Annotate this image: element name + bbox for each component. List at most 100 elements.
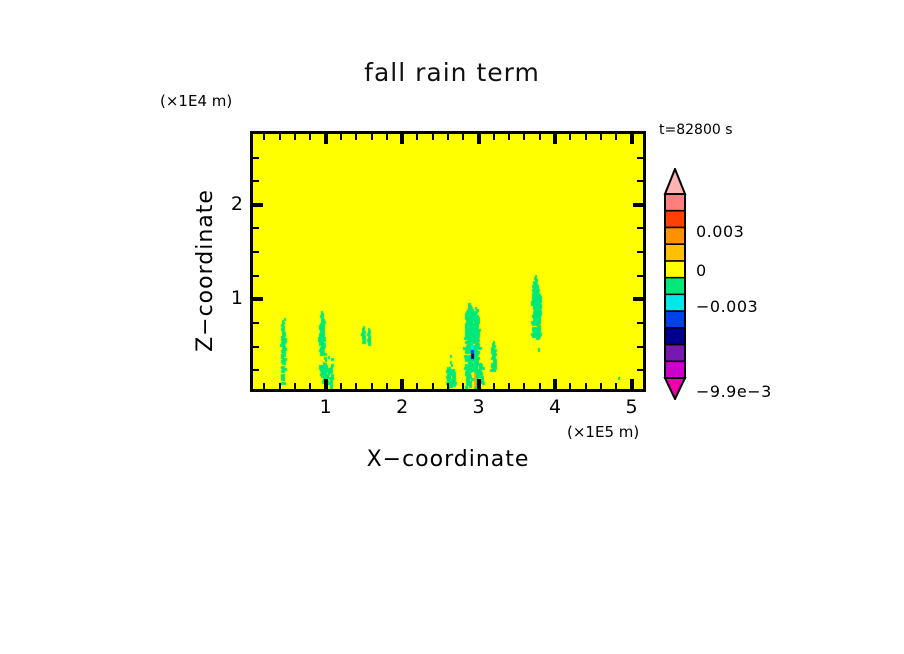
colorbar-band [665, 277, 685, 295]
y-minor-tick-right [637, 227, 643, 229]
colorbar-band [665, 227, 685, 245]
y-minor-tick [253, 227, 259, 229]
x-major-tick-top [630, 134, 634, 144]
colorbar [659, 168, 691, 400]
y-tick-label: 1 [230, 287, 243, 310]
x-major-tick [630, 379, 634, 389]
colorbar-band [665, 260, 685, 279]
colorbar-band [665, 210, 685, 228]
x-minor-tick-top [447, 134, 449, 140]
colorbar-tick-label: −9.9e−3 [696, 382, 772, 401]
x-minor-tick-top [615, 134, 617, 140]
x-minor-tick [263, 383, 265, 389]
y-minor-tick-right [637, 346, 643, 348]
colorbar-band [665, 194, 685, 212]
y-minor-tick-right [637, 275, 643, 277]
colorbar-band [665, 327, 685, 345]
x-minor-tick-top [462, 134, 464, 140]
y-minor-tick-right [637, 180, 643, 182]
y-minor-tick-right [637, 251, 643, 253]
colorbar-tick-label: 0 [696, 261, 707, 280]
y-minor-tick [253, 346, 259, 348]
x-minor-tick [569, 383, 571, 389]
x-minor-tick-top [539, 134, 541, 140]
colorbar-top-arrow [663, 168, 687, 195]
x-minor-tick [615, 383, 617, 389]
x-minor-tick-top [309, 134, 311, 140]
x-minor-tick-top [340, 134, 342, 140]
colorbar-bottom-arrow [663, 377, 687, 400]
x-minor-tick [493, 383, 495, 389]
x-minor-tick [585, 383, 587, 389]
y-minor-tick-right [637, 157, 643, 159]
y-major-tick-right [633, 297, 643, 301]
x-minor-tick [355, 383, 357, 389]
y-minor-tick [253, 157, 259, 159]
colorbar-band [665, 344, 685, 362]
y-minor-tick [253, 322, 259, 324]
x-minor-tick [432, 383, 434, 389]
colorbar-band [665, 294, 685, 312]
x-major-tick [400, 379, 404, 389]
x-major-tick-top [477, 134, 481, 144]
plot-area [250, 131, 646, 392]
y-major-tick [253, 297, 263, 301]
x-tick-label: 4 [549, 396, 562, 418]
x-major-tick-top [553, 134, 557, 144]
x-minor-tick [447, 383, 449, 389]
x-minor-tick-top [294, 134, 296, 140]
x-axis-unit-label: (×1E5 m) [567, 423, 640, 441]
x-minor-tick-top [569, 134, 571, 140]
colorbar-band [665, 361, 685, 379]
x-minor-tick-top [279, 134, 281, 140]
colorbar-band [665, 311, 685, 329]
x-major-tick [553, 379, 557, 389]
y-minor-tick [253, 369, 259, 371]
x-minor-tick [371, 383, 373, 389]
x-minor-tick-top [432, 134, 434, 140]
colorbar-tick-label: −0.003 [696, 297, 759, 316]
x-minor-tick-top [523, 134, 525, 140]
x-minor-tick-top [371, 134, 373, 140]
x-minor-tick [279, 383, 281, 389]
timestamp-annotation: t=82800 s [659, 122, 733, 138]
y-minor-tick [253, 180, 259, 182]
x-major-tick-top [400, 134, 404, 144]
x-minor-tick-top [386, 134, 388, 140]
y-minor-tick-right [637, 322, 643, 324]
colorbar-swatches [663, 168, 687, 400]
x-minor-tick [386, 383, 388, 389]
colorbar-tick-label: 0.003 [696, 222, 745, 241]
x-axis-title: X−coordinate [366, 447, 530, 472]
x-minor-tick-top [355, 134, 357, 140]
x-minor-tick [294, 383, 296, 389]
x-minor-tick [416, 383, 418, 389]
x-minor-tick [462, 383, 464, 389]
y-minor-tick-right [637, 369, 643, 371]
x-minor-tick [600, 383, 602, 389]
y-major-tick [253, 203, 263, 207]
x-minor-tick-top [493, 134, 495, 140]
x-tick-label: 1 [319, 396, 332, 418]
y-minor-tick [253, 275, 259, 277]
y-minor-tick [253, 251, 259, 253]
x-major-tick [477, 379, 481, 389]
y-axis-unit-label: (×1E4 m) [160, 92, 233, 110]
x-major-tick [324, 379, 328, 389]
x-minor-tick [539, 383, 541, 389]
x-minor-tick [309, 383, 311, 389]
x-minor-tick-top [600, 134, 602, 140]
y-tick-label: 2 [230, 192, 243, 215]
x-minor-tick-top [508, 134, 510, 140]
x-tick-label: 5 [625, 396, 638, 418]
field-heatmap [253, 134, 643, 389]
x-major-tick-top [324, 134, 328, 144]
x-minor-tick [340, 383, 342, 389]
x-minor-tick-top [585, 134, 587, 140]
colorbar-band [665, 244, 685, 262]
y-major-tick-right [633, 203, 643, 207]
x-minor-tick-top [263, 134, 265, 140]
x-minor-tick [508, 383, 510, 389]
x-tick-label: 3 [472, 396, 485, 418]
